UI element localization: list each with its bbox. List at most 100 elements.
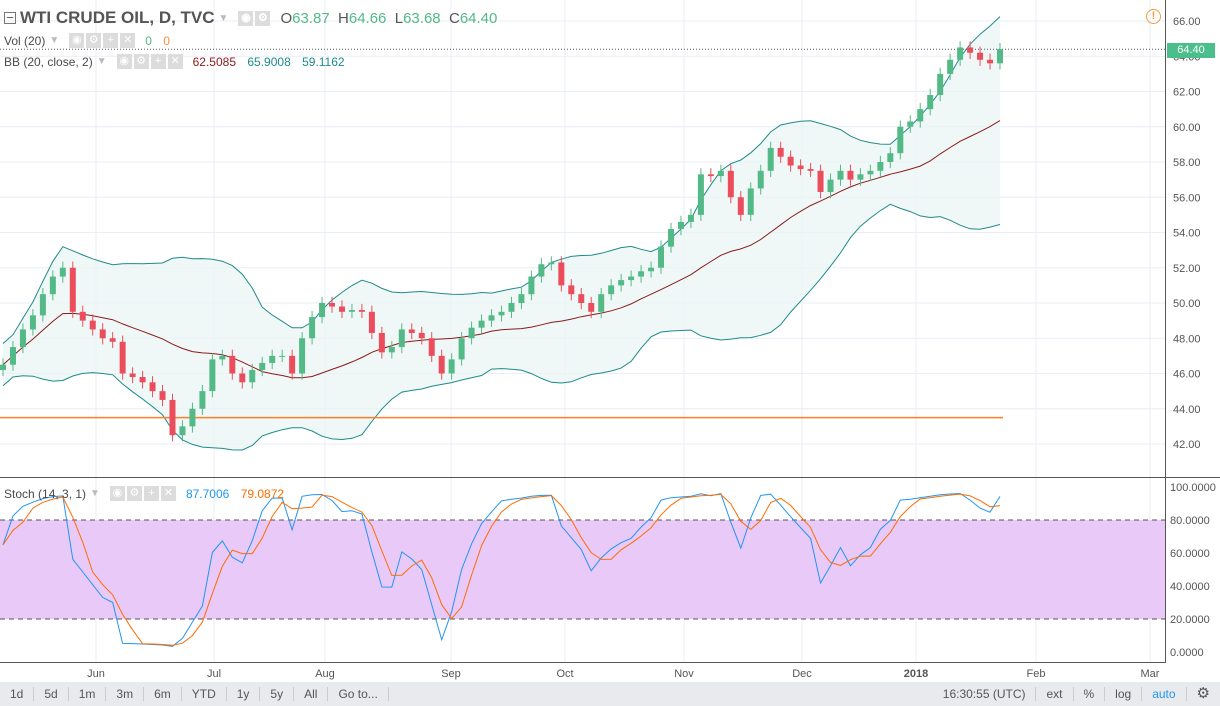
warning-icon[interactable]: ! (1146, 9, 1161, 24)
candle (717, 170, 724, 177)
gear-icon[interactable]: ⚙ (255, 10, 271, 26)
chevron-down-icon[interactable]: ▼ (96, 56, 107, 67)
candle (677, 221, 684, 229)
candle (588, 303, 595, 312)
high-value: 64.66 (348, 9, 387, 27)
range-3m[interactable]: 3m (106, 687, 145, 701)
chevron-down-icon[interactable]: ▼ (90, 488, 100, 499)
candle (99, 329, 106, 339)
candle (667, 228, 674, 247)
chevron-down-icon[interactable]: ▼ (49, 35, 60, 46)
gear-icon[interactable]: ⚙ (86, 33, 102, 48)
low-value: 63.68 (403, 9, 441, 27)
candle (79, 311, 86, 321)
eye-icon[interactable]: ◉ (238, 10, 254, 26)
candle (558, 262, 565, 286)
range-6m[interactable]: 6m (144, 687, 182, 701)
stoch-label[interactable]: Stoch (14, 3, 1) (4, 486, 87, 501)
candle (348, 310, 355, 312)
candle (0, 364, 6, 370)
range-1d[interactable]: 1d (0, 687, 35, 701)
settings-gear-icon[interactable]: ⚙ (1196, 685, 1210, 702)
bb-upper: 65.9008 (247, 54, 291, 69)
high-label: H (338, 9, 349, 27)
price-tick: 66.00 (1173, 16, 1201, 28)
collapse-icon[interactable]: − (4, 11, 16, 24)
time-tick: Jul (207, 668, 221, 680)
close-icon[interactable]: ✕ (167, 54, 183, 69)
candle (578, 294, 585, 303)
clock-time[interactable]: 16:30:55 (UTC) (933, 687, 1037, 701)
candle (967, 47, 974, 53)
auto-button[interactable]: auto (1142, 687, 1187, 701)
candle (807, 169, 814, 171)
bb-label[interactable]: BB (20, close, 2) (4, 54, 93, 69)
eye-icon[interactable]: ◉ (69, 33, 85, 48)
vol-value-1: 0 (145, 33, 152, 48)
gear-icon[interactable]: ⚙ (126, 486, 142, 501)
candle (827, 179, 834, 192)
candle (119, 341, 126, 374)
range-ytd[interactable]: YTD (182, 687, 227, 701)
candle (398, 329, 405, 348)
candle (438, 355, 445, 374)
stoch-tick: 20.0000 (1170, 614, 1210, 626)
candle (498, 311, 505, 316)
plus-icon[interactable]: + (150, 54, 166, 69)
candle (937, 73, 944, 96)
candle (777, 147, 784, 157)
plus-icon[interactable]: + (103, 33, 119, 48)
stoch-k-line (2, 492, 1001, 647)
candle (518, 294, 525, 303)
vol-value-2: 0 (163, 33, 170, 48)
candle (368, 311, 375, 333)
candle (378, 332, 385, 353)
chart-canvas[interactable]: 66.0064.0062.0060.0058.0056.0054.0052.00… (0, 0, 1220, 682)
close-label: C (448, 9, 460, 27)
price-tick: 50.00 (1173, 298, 1201, 310)
candle (488, 315, 495, 321)
close-icon[interactable]: ✕ (120, 33, 136, 48)
candle (239, 373, 246, 383)
stoch-tick: 0.0000 (1170, 647, 1204, 659)
candle (658, 246, 665, 268)
bb-upper-line (2, 16, 1001, 344)
vol-label[interactable]: Vol (20) (4, 33, 46, 48)
candle (299, 338, 306, 374)
ext-button[interactable]: ext (1036, 687, 1074, 701)
candle (697, 174, 704, 215)
eye-icon[interactable]: ◉ (116, 54, 132, 69)
candle (628, 276, 635, 281)
eye-icon[interactable]: ◉ (109, 486, 125, 501)
price-tick: 60.00 (1173, 122, 1201, 134)
price-tick: 52.00 (1173, 263, 1201, 275)
stoch-band (0, 520, 1165, 619)
symbol-title[interactable]: WTI CRUDE OIL, D, TVC (20, 8, 215, 27)
range-all[interactable]: All (294, 687, 329, 701)
candle (388, 347, 395, 353)
bb-legend: BB (20, close, 2) ▼ ◉ ⚙ + ✕ 62.5085 65.9008 … (4, 54, 345, 69)
candle (857, 174, 864, 180)
time-tick: Oct (556, 668, 573, 680)
range-5y[interactable]: 5y (260, 687, 295, 701)
range-5d[interactable]: 5d (34, 687, 69, 701)
close-icon[interactable]: ✕ (160, 486, 176, 501)
gear-icon[interactable]: ⚙ (133, 54, 149, 69)
bb-lower-line (2, 203, 1001, 451)
time-tick: Feb (1027, 668, 1046, 680)
candle (957, 47, 964, 60)
price-tick: 42.00 (1173, 439, 1201, 451)
candle (458, 338, 465, 360)
log-button[interactable]: log (1105, 687, 1143, 701)
candle (598, 294, 605, 312)
candle (329, 303, 336, 307)
price-tick: 46.00 (1173, 369, 1201, 381)
range-1y[interactable]: 1y (227, 687, 261, 701)
percent-button[interactable]: % (1074, 687, 1106, 701)
range-goto[interactable]: Go to... (328, 687, 389, 701)
range-1m[interactable]: 1m (69, 687, 107, 701)
candle (618, 280, 625, 286)
plus-icon[interactable]: + (143, 486, 159, 501)
chevron-down-icon[interactable]: ▼ (218, 12, 229, 24)
low-label: L (394, 9, 404, 27)
